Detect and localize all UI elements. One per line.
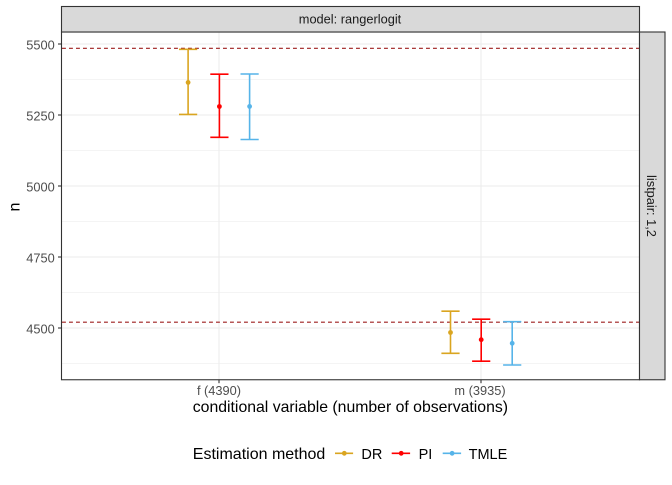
svg-text:TMLE: TMLE (469, 447, 508, 463)
svg-text:DR: DR (361, 447, 382, 463)
svg-text:f (4390): f (4390) (197, 383, 241, 398)
svg-text:listpair: 1,2: listpair: 1,2 (644, 175, 659, 237)
svg-text:PI: PI (419, 447, 433, 463)
svg-text:5250: 5250 (26, 109, 54, 124)
svg-text:model: rangerlogit: model: rangerlogit (299, 12, 402, 27)
svg-text:4500: 4500 (26, 322, 54, 337)
svg-text:4750: 4750 (26, 251, 54, 266)
svg-text:conditional variable (number o: conditional variable (number of observat… (193, 399, 508, 416)
svg-text:5500: 5500 (26, 38, 54, 53)
svg-text:Estimation method: Estimation method (193, 446, 326, 463)
svg-text:5000: 5000 (26, 180, 54, 195)
svg-text:n: n (7, 203, 24, 212)
svg-text:m (3935): m (3935) (454, 383, 505, 398)
